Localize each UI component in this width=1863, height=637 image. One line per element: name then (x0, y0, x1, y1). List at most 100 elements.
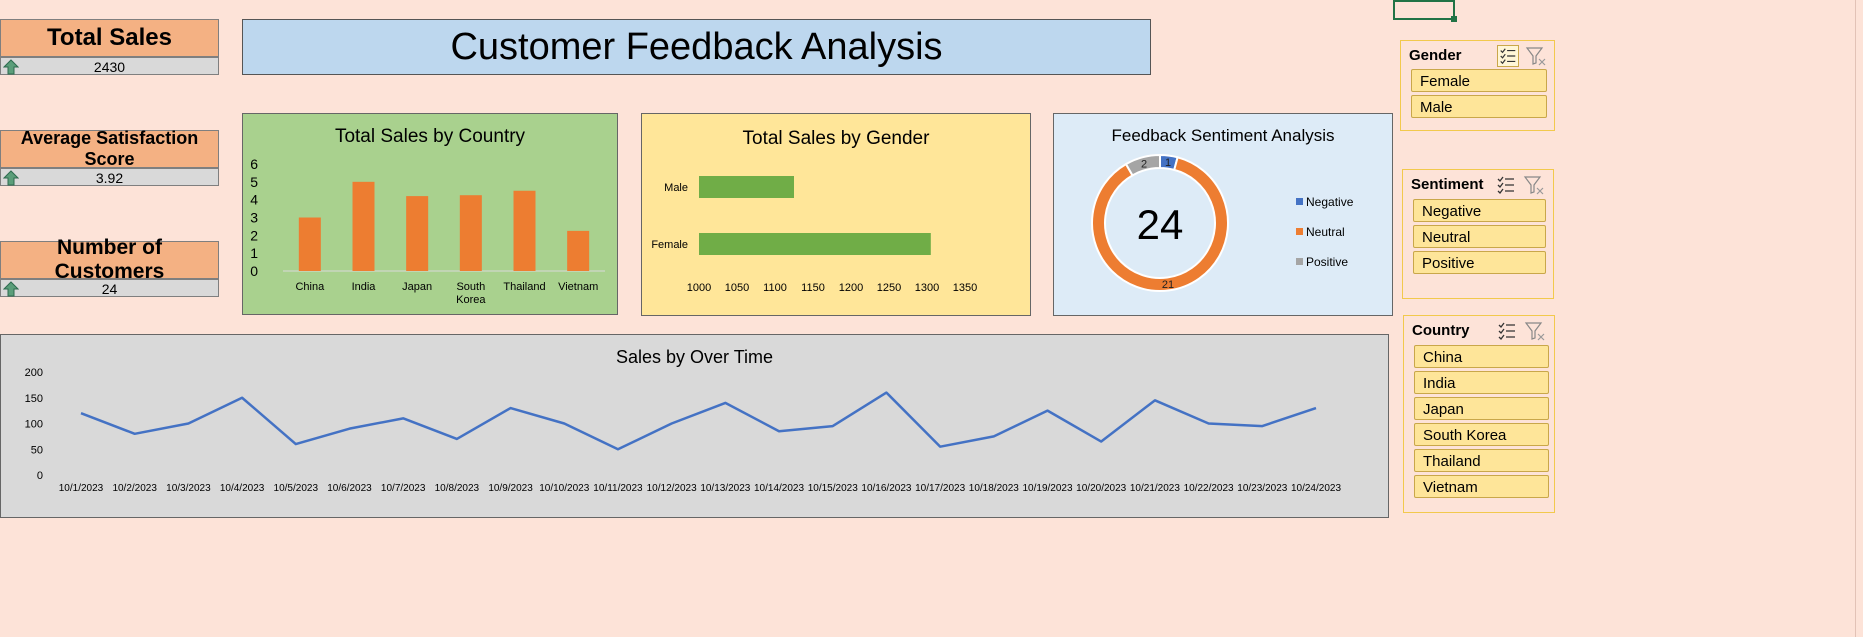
sheet-edge (1855, 0, 1863, 637)
slicer-item[interactable]: Thailand (1414, 449, 1549, 472)
multi-select-icon[interactable] (1495, 174, 1517, 196)
x-tick-label: 10/16/2023 (861, 483, 911, 494)
y-tick-label: 4 (250, 192, 258, 208)
x-tick-label: 10/20/2023 (1076, 483, 1126, 494)
sentiment-plot: 1 21 2 24 Negative Neutral Positive (1091, 153, 1354, 292)
y-tick-label: 5 (250, 174, 258, 190)
x-tick-label: Korea (456, 294, 486, 306)
up-arrow-icon (3, 59, 19, 75)
x-tick-label: 1250 (877, 282, 901, 294)
sentiment-slicer-title: Sentiment (1411, 176, 1484, 193)
x-tick-label: 10/2/2023 (112, 483, 157, 494)
y-tick-label: 200 (25, 367, 43, 379)
sales-over-time-plot: 0 50 100 150 200 10/1/2023 10/2/2023 10/3/2023 1… (25, 367, 1342, 494)
x-tick-label: China (295, 281, 325, 293)
slicer-item[interactable]: Female (1411, 69, 1547, 92)
x-tick-label: 1000 (687, 282, 711, 294)
data-label: 1 (1165, 157, 1171, 169)
slicer-item[interactable]: Negative (1413, 199, 1546, 222)
bar[interactable] (513, 190, 536, 271)
sentiment-chart[interactable]: Feedback Sentiment Analysis 1 21 2 24 Negati… (1053, 113, 1393, 316)
x-tick-label: 10/13/2023 (700, 483, 750, 494)
selected-cell[interactable] (1393, 0, 1455, 20)
dashboard-title: Customer Feedback Analysis (242, 19, 1151, 75)
clear-filter-icon[interactable] (1525, 45, 1547, 67)
multi-select-icon[interactable] (1497, 45, 1519, 67)
sales-by-gender-chart[interactable]: Total Sales by Gender Male Female 1000 1050… (641, 113, 1031, 316)
bar[interactable] (406, 196, 429, 271)
bar[interactable] (699, 176, 794, 198)
x-tick-label: 1350 (953, 282, 977, 294)
sales-by-gender-title: Total Sales by Gender (742, 128, 930, 149)
legend-label: Neutral (1306, 225, 1345, 239)
y-tick-label: 0 (250, 263, 258, 279)
x-tick-label: Vietnam (558, 281, 598, 293)
y-tick-label: 2 (250, 227, 258, 243)
slicer-item[interactable]: Neutral (1413, 225, 1546, 248)
y-tick-label: 0 (37, 470, 43, 482)
data-label: 2 (1141, 159, 1147, 171)
avg-satisfaction-number: 3.92 (95, 170, 124, 186)
slicer-item[interactable]: China (1414, 345, 1549, 368)
bar[interactable] (298, 217, 321, 272)
x-tick-label: 10/14/2023 (754, 483, 804, 494)
slicer-item[interactable]: South Korea (1414, 423, 1549, 446)
series-line[interactable] (80, 391, 1317, 451)
x-tick-label: 10/6/2023 (327, 483, 372, 494)
num-customers-label: Number of Customers (0, 236, 219, 283)
gender-slicer[interactable]: Gender Female Male (1400, 40, 1555, 131)
x-tick-label: 10/12/2023 (647, 483, 697, 494)
bar[interactable] (567, 230, 590, 271)
y-tick-label: 50 (31, 444, 43, 456)
sales-by-country-chart[interactable]: Total Sales by Country 0 1 2 3 4 5 6 China India… (242, 113, 618, 315)
sales-over-time-chart[interactable]: Sales by Over Time 0 50 100 150 200 10/1/2023… (0, 334, 1389, 518)
up-arrow-icon (3, 170, 19, 186)
x-tick-label: South (456, 281, 485, 293)
avg-satisfaction-label: Average Satisfaction Score (0, 128, 219, 169)
up-arrow-icon (3, 281, 19, 297)
clear-filter-icon[interactable] (1523, 174, 1545, 196)
country-slicer[interactable]: Country China India Japan South Korea Thaila… (1403, 315, 1555, 513)
slicer-item[interactable]: Japan (1414, 397, 1549, 420)
bar[interactable] (459, 195, 482, 271)
x-tick-label: 1050 (725, 282, 749, 294)
total-sales-value: 2430 (0, 57, 219, 75)
bar[interactable] (352, 181, 375, 271)
legend-swatch (1296, 228, 1303, 235)
x-tick-label: 10/4/2023 (220, 483, 265, 494)
x-tick-label: 10/18/2023 (969, 483, 1019, 494)
slicer-item[interactable]: Male (1411, 95, 1547, 118)
y-tick-label: 150 (25, 393, 43, 405)
bar[interactable] (699, 233, 931, 255)
x-tick-label: 10/10/2023 (539, 483, 589, 494)
y-tick-label: 6 (250, 156, 258, 172)
country-slicer-title: Country (1412, 322, 1470, 339)
x-tick-label: 10/3/2023 (166, 483, 211, 494)
x-tick-label: 1200 (839, 282, 863, 294)
donut-center-label: 24 (1137, 201, 1184, 248)
sales-by-gender-plot: Male Female 1000 1050 1100 1150 1200 1250 1300 13… (651, 176, 977, 294)
slicer-item[interactable]: India (1414, 371, 1549, 394)
slicer-item[interactable]: Vietnam (1414, 475, 1549, 498)
multi-select-icon[interactable] (1496, 320, 1518, 342)
x-tick-label: 10/22/2023 (1184, 483, 1234, 494)
legend-label: Positive (1306, 255, 1348, 269)
x-tick-label: 1150 (801, 282, 825, 294)
legend-label: Negative (1306, 195, 1354, 209)
num-customers-value: 24 (0, 279, 219, 297)
clear-filter-icon[interactable] (1524, 320, 1546, 342)
slicer-item[interactable]: Positive (1413, 251, 1546, 274)
sales-by-country-title: Total Sales by Country (334, 126, 526, 147)
x-tick-label: 10/9/2023 (488, 483, 533, 494)
y-tick-label: 3 (250, 210, 258, 226)
data-label: 21 (1162, 279, 1174, 291)
total-sales-label: Total Sales (0, 19, 219, 57)
x-tick-label: India (352, 281, 377, 293)
fill-handle[interactable] (1451, 16, 1457, 22)
donut-slice[interactable] (1124, 153, 1161, 177)
x-tick-label: 10/21/2023 (1130, 483, 1180, 494)
sentiment-slicer[interactable]: Sentiment Negative Neutral Positive (1402, 169, 1554, 299)
x-tick-label: Japan (402, 281, 432, 293)
donut-slice[interactable] (1091, 156, 1229, 292)
